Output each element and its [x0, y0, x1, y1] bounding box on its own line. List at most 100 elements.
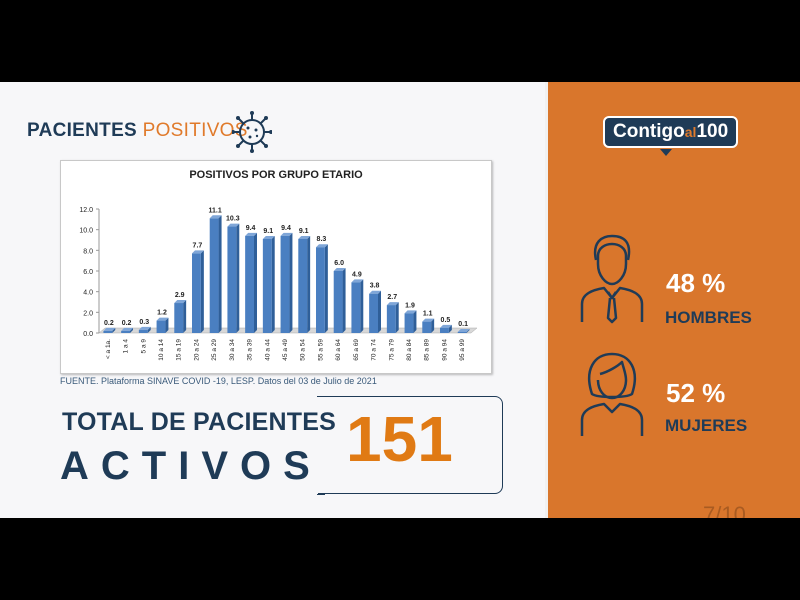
x-tick-label: 95 a 99 [459, 339, 466, 361]
bar-side [147, 326, 151, 333]
bar-top [457, 328, 470, 332]
y-tick-label: 12.0 [79, 207, 93, 214]
slide: PACIENTES POSITIVOS POSITIVOS POR GRUPO … [0, 82, 800, 518]
y-tick-label: 8.0 [83, 248, 93, 255]
virus-icon [232, 111, 272, 153]
bar-side [165, 317, 169, 333]
bar-side [271, 235, 275, 333]
bar-value-label: 8.3 [317, 236, 327, 243]
bar-side [395, 302, 399, 333]
bar-top [351, 279, 364, 283]
bar [386, 305, 396, 333]
logo-part2: al [684, 124, 697, 140]
bar [422, 321, 432, 333]
bar-top [121, 327, 133, 331]
logo-part1: Contigo [613, 121, 685, 142]
bar-value-label: 9.1 [299, 228, 309, 235]
bar-side [378, 290, 381, 333]
x-tick-label: 70 a 74 [371, 339, 378, 361]
logo-part3: 100 [696, 121, 729, 142]
bar-top [440, 324, 452, 328]
x-tick-label: 85 a 89 [424, 339, 431, 361]
bar-side [236, 223, 240, 333]
women-percent: 52 % [666, 378, 726, 408]
bar [316, 247, 325, 333]
bar-top [138, 326, 151, 330]
women-label: MUJERES [665, 416, 748, 435]
man-icon [580, 234, 644, 324]
y-tick-label: 4.0 [83, 290, 93, 297]
chart-panel: POSITIVOS POR GRUPO ETARIO 0.0 2.0 4.0 6.0 8… [60, 160, 492, 374]
bar-value-label: 1.1 [423, 311, 433, 318]
y-tick-label: 2.0 [83, 310, 93, 317]
source-note: FUENTE. Plataforma SINAVE COVID -19, LES… [60, 376, 377, 386]
bar [192, 253, 201, 333]
total-label-line2: ACTIVOS [60, 444, 322, 488]
bar-side [218, 215, 222, 333]
x-tick-label: < a 1a. [105, 339, 112, 359]
bar-side [342, 268, 346, 333]
bar-value-label: 10.3 [226, 216, 240, 223]
bar-value-label: 9.1 [263, 228, 273, 235]
bar-top [192, 250, 204, 254]
y-tick-label: 0.0 [83, 331, 93, 338]
bar-side [254, 232, 257, 333]
bar-side [307, 235, 311, 333]
bar-top [209, 215, 222, 219]
bar [280, 235, 290, 333]
contigo-logo: Contigoal100 [603, 116, 739, 148]
bar [156, 320, 166, 333]
bar-value-label: 4.9 [352, 271, 362, 278]
x-tick-label: 65 a 69 [353, 339, 360, 361]
x-tick-label: 45 a 49 [282, 339, 289, 361]
x-tick-label: 10 a 14 [158, 339, 165, 361]
x-tick-label: 75 a 79 [388, 339, 395, 361]
bar [121, 330, 130, 333]
bar-side [324, 244, 328, 333]
x-tick-label: 20 a 24 [193, 339, 200, 361]
bar-top [333, 268, 346, 271]
bar [298, 238, 308, 333]
bar-side [360, 279, 364, 333]
bar [138, 329, 148, 333]
bar-value-label: 3.8 [370, 283, 380, 290]
bar [174, 303, 184, 333]
bar [369, 293, 378, 333]
men-label: HOMBRES [665, 308, 752, 327]
bar-top [174, 300, 187, 304]
bar-value-label: 0.2 [122, 320, 132, 327]
bar-value-label: 7.7 [193, 242, 203, 249]
x-tick-label: 80 a 84 [406, 339, 413, 361]
bar-side [466, 328, 470, 333]
bar-value-label: 11.1 [209, 207, 222, 214]
bar-value-label: 2.7 [387, 294, 397, 301]
bar-top [386, 302, 399, 306]
bar-top [156, 317, 169, 321]
x-tick-label: 25 a 29 [211, 339, 218, 361]
logo-speech-tail [660, 149, 672, 156]
bar [404, 313, 414, 333]
left-panel: PACIENTES POSITIVOS POSITIVOS POR GRUPO … [0, 82, 545, 518]
bar-value-label: 0.2 [104, 320, 114, 327]
right-panel: Contigoal100 48 % HOMBRES 52 % MUJERES 7… [545, 82, 800, 518]
bar-side [112, 327, 116, 333]
bar-value-label: 0.3 [139, 319, 149, 326]
bar-value-label: 6.0 [334, 260, 344, 267]
x-tick-label: 90 a 94 [441, 339, 448, 361]
bar [103, 330, 113, 333]
woman-icon [580, 352, 644, 436]
bar-value-label: 9.4 [246, 225, 256, 232]
bar-side [130, 327, 133, 333]
x-tick-label: 35 a 39 [247, 339, 254, 361]
x-tick-label: 30 a 34 [229, 339, 236, 361]
total-active-value: 151 [346, 403, 453, 475]
x-tick-label: 40 a 44 [264, 339, 271, 361]
x-tick-label: 15 a 19 [176, 339, 183, 361]
bar-value-label: 9.4 [281, 225, 291, 232]
bar-value-label: 2.9 [175, 292, 185, 299]
bar-top [316, 244, 328, 248]
bar-side [183, 300, 187, 333]
bar-value-label: 0.1 [458, 321, 468, 328]
total-label-line1: TOTAL DE PACIENTES [62, 408, 336, 436]
bar-side [200, 250, 204, 333]
